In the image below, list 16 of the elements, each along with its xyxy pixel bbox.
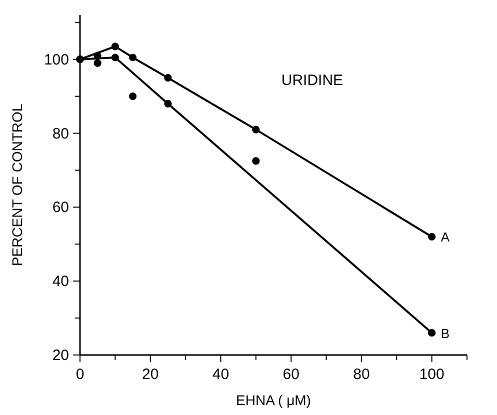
y-tick-label: 40 xyxy=(52,273,69,290)
series-label: B xyxy=(440,326,450,341)
x-tick-label: 40 xyxy=(212,366,230,383)
x-tick-label: 0 xyxy=(76,366,84,383)
y-axis-title: PERCENT OF CONTROL xyxy=(9,104,25,266)
x-tick-label: 60 xyxy=(282,366,300,383)
y-tick-label: 20 xyxy=(52,347,69,364)
x-tick-label: 100 xyxy=(419,366,444,383)
y-tick-label: 80 xyxy=(52,125,69,142)
annotation: URIDINE xyxy=(281,72,344,89)
y-tick-label: 100 xyxy=(44,51,69,68)
series-label: A xyxy=(440,230,450,245)
x-axis-title: EHNA ( μM) xyxy=(236,392,311,408)
x-tick-label: 80 xyxy=(353,366,370,383)
y-tick-label: 60 xyxy=(52,199,69,216)
x-tick-label: 20 xyxy=(142,366,159,383)
